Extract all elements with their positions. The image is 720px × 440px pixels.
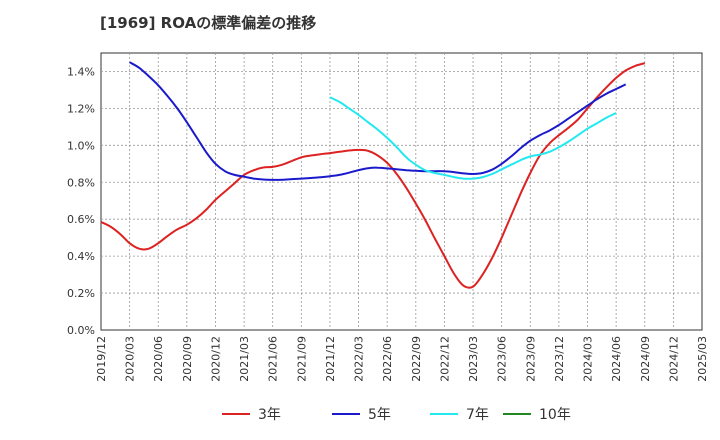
x-tick-label: 2023/03 bbox=[467, 336, 480, 382]
legend-label: 3年 bbox=[258, 407, 281, 423]
legend-label: 5年 bbox=[368, 407, 391, 423]
chart-plot-area: 0.0% 0.2% 0.4% 0.6% 0.8% 1.0% 1.2% 1.4% 2019/12 2… bbox=[67, 52, 709, 382]
x-tick-label: 2024/09 bbox=[639, 336, 652, 382]
legend-swatch bbox=[332, 413, 360, 415]
legend-swatch bbox=[503, 413, 531, 415]
legend-item: 7年 bbox=[430, 402, 489, 426]
x-tick-label: 2024/06 bbox=[610, 336, 623, 382]
x-tick-label: 2024/12 bbox=[667, 336, 680, 382]
legend-swatch bbox=[222, 413, 250, 415]
legend-item: 5年 bbox=[332, 402, 391, 426]
plot-frame bbox=[100, 52, 703, 331]
y-tick-label: 0.0% bbox=[67, 324, 95, 337]
x-tick-label: 2024/03 bbox=[582, 336, 595, 382]
y-tick-label: 1.0% bbox=[67, 139, 95, 152]
y-tick-label: 0.2% bbox=[67, 287, 95, 300]
series-line-7年 bbox=[329, 96, 617, 180]
x-tick-label: 2020/12 bbox=[209, 336, 222, 382]
x-tick-label: 2023/06 bbox=[496, 336, 509, 382]
x-tick-label: 2025/03 bbox=[696, 336, 709, 382]
chart-title: [1969] ROAの標準偏差の推移 bbox=[100, 14, 317, 32]
y-tick-label: 0.4% bbox=[67, 250, 95, 263]
x-tick-label: 2020/09 bbox=[181, 336, 194, 382]
chart-legend: 3年 5年 7年 10年 bbox=[0, 402, 720, 426]
x-tick-label: 2021/12 bbox=[324, 336, 337, 382]
x-tick-label: 2021/09 bbox=[295, 336, 308, 382]
legend-swatch bbox=[430, 413, 458, 415]
y-tick-label: 0.8% bbox=[67, 176, 95, 189]
y-tick-label: 1.2% bbox=[67, 102, 95, 115]
x-tick-label: 2020/03 bbox=[124, 336, 137, 382]
x-tick-label: 2023/09 bbox=[524, 336, 537, 382]
legend-item: 3年 bbox=[222, 402, 281, 426]
x-tick-label: 2021/03 bbox=[238, 336, 251, 382]
x-tick-label: 2021/06 bbox=[267, 336, 280, 382]
x-tick-label: 2022/12 bbox=[438, 336, 451, 382]
x-tick-label: 2019/12 bbox=[95, 336, 108, 382]
x-tick-label: 2023/12 bbox=[553, 336, 566, 382]
legend-item: 10年 bbox=[503, 402, 571, 426]
legend-label: 7年 bbox=[466, 407, 489, 423]
series-line-3年 bbox=[100, 62, 646, 289]
x-tick-label: 2022/06 bbox=[381, 336, 394, 382]
x-tick-label: 2022/03 bbox=[353, 336, 366, 382]
y-tick-label: 0.6% bbox=[67, 213, 95, 226]
series-line-5年 bbox=[129, 61, 627, 181]
legend-label: 10年 bbox=[539, 407, 571, 423]
x-tick-label: 2022/09 bbox=[410, 336, 423, 382]
y-tick-label: 1.4% bbox=[67, 65, 95, 78]
x-tick-label: 2020/06 bbox=[152, 336, 165, 382]
